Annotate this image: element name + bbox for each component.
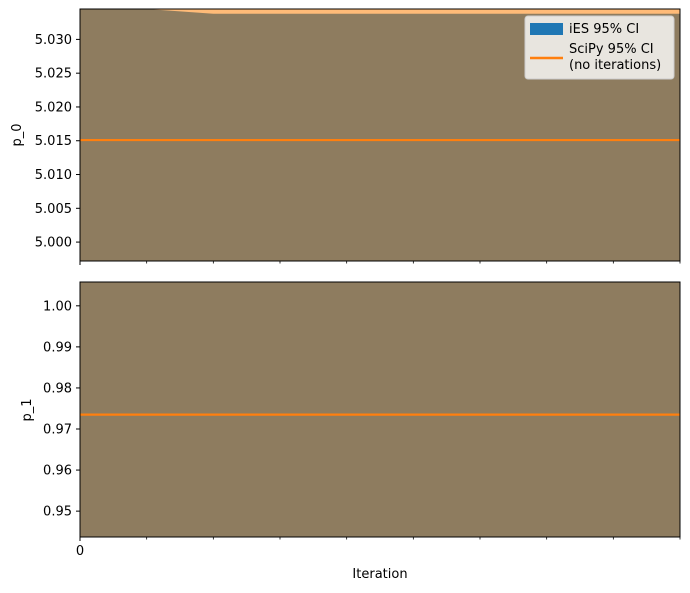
top-subplot-frame: [79, 8, 681, 262]
legend-swatch-ies: [530, 23, 563, 35]
y-tick-label: 0.97: [43, 423, 72, 438]
y-tick-label: 0.98: [43, 381, 72, 396]
y-tick-label: 0.95: [43, 505, 72, 520]
y-tick-label: 0.99: [43, 340, 72, 355]
ci-overlap-band: [80, 282, 680, 537]
bottom-subplot-areas: [80, 282, 680, 537]
y-tick-label: 5.005: [35, 202, 72, 217]
bottom-y-axis: 0.95 0.96 0.97 0.98 0.99 1.00: [43, 299, 80, 520]
y-tick-label: 5.000: [35, 236, 72, 251]
bottom-y-axis-label: p_1: [20, 398, 35, 421]
bottom-subplot-frame: [79, 281, 681, 538]
legend-label-scipy: SciPy 95% CI (no iterations): [569, 42, 661, 73]
x-axis-label: Iteration: [352, 567, 407, 582]
y-tick-label: 0.96: [43, 464, 72, 479]
x-tick-label: 0: [76, 544, 84, 559]
y-tick-label: 5.025: [35, 67, 72, 82]
y-tick-label: 5.015: [35, 134, 72, 149]
top-x-axis: [79, 261, 681, 265]
y-tick-label: 1.00: [43, 299, 72, 314]
legend-label-ies: iES 95% CI: [569, 22, 639, 37]
top-y-axis-label: p_0: [10, 123, 25, 146]
bottom-x-axis: 0: [76, 537, 681, 559]
y-tick-label: 5.020: [35, 100, 72, 115]
top-y-axis: 5.000 5.005 5.010 5.015 5.020 5.025 5.030: [35, 33, 80, 251]
bottom-subplot: 0.95 0.96 0.97 0.98 0.99 1.00 0 p_1 Iteration: [20, 281, 681, 582]
y-tick-label: 5.010: [35, 168, 72, 183]
legend: iES 95% CI SciPy 95% CI (no iterations): [524, 15, 675, 80]
y-tick-label: 5.030: [35, 33, 72, 48]
